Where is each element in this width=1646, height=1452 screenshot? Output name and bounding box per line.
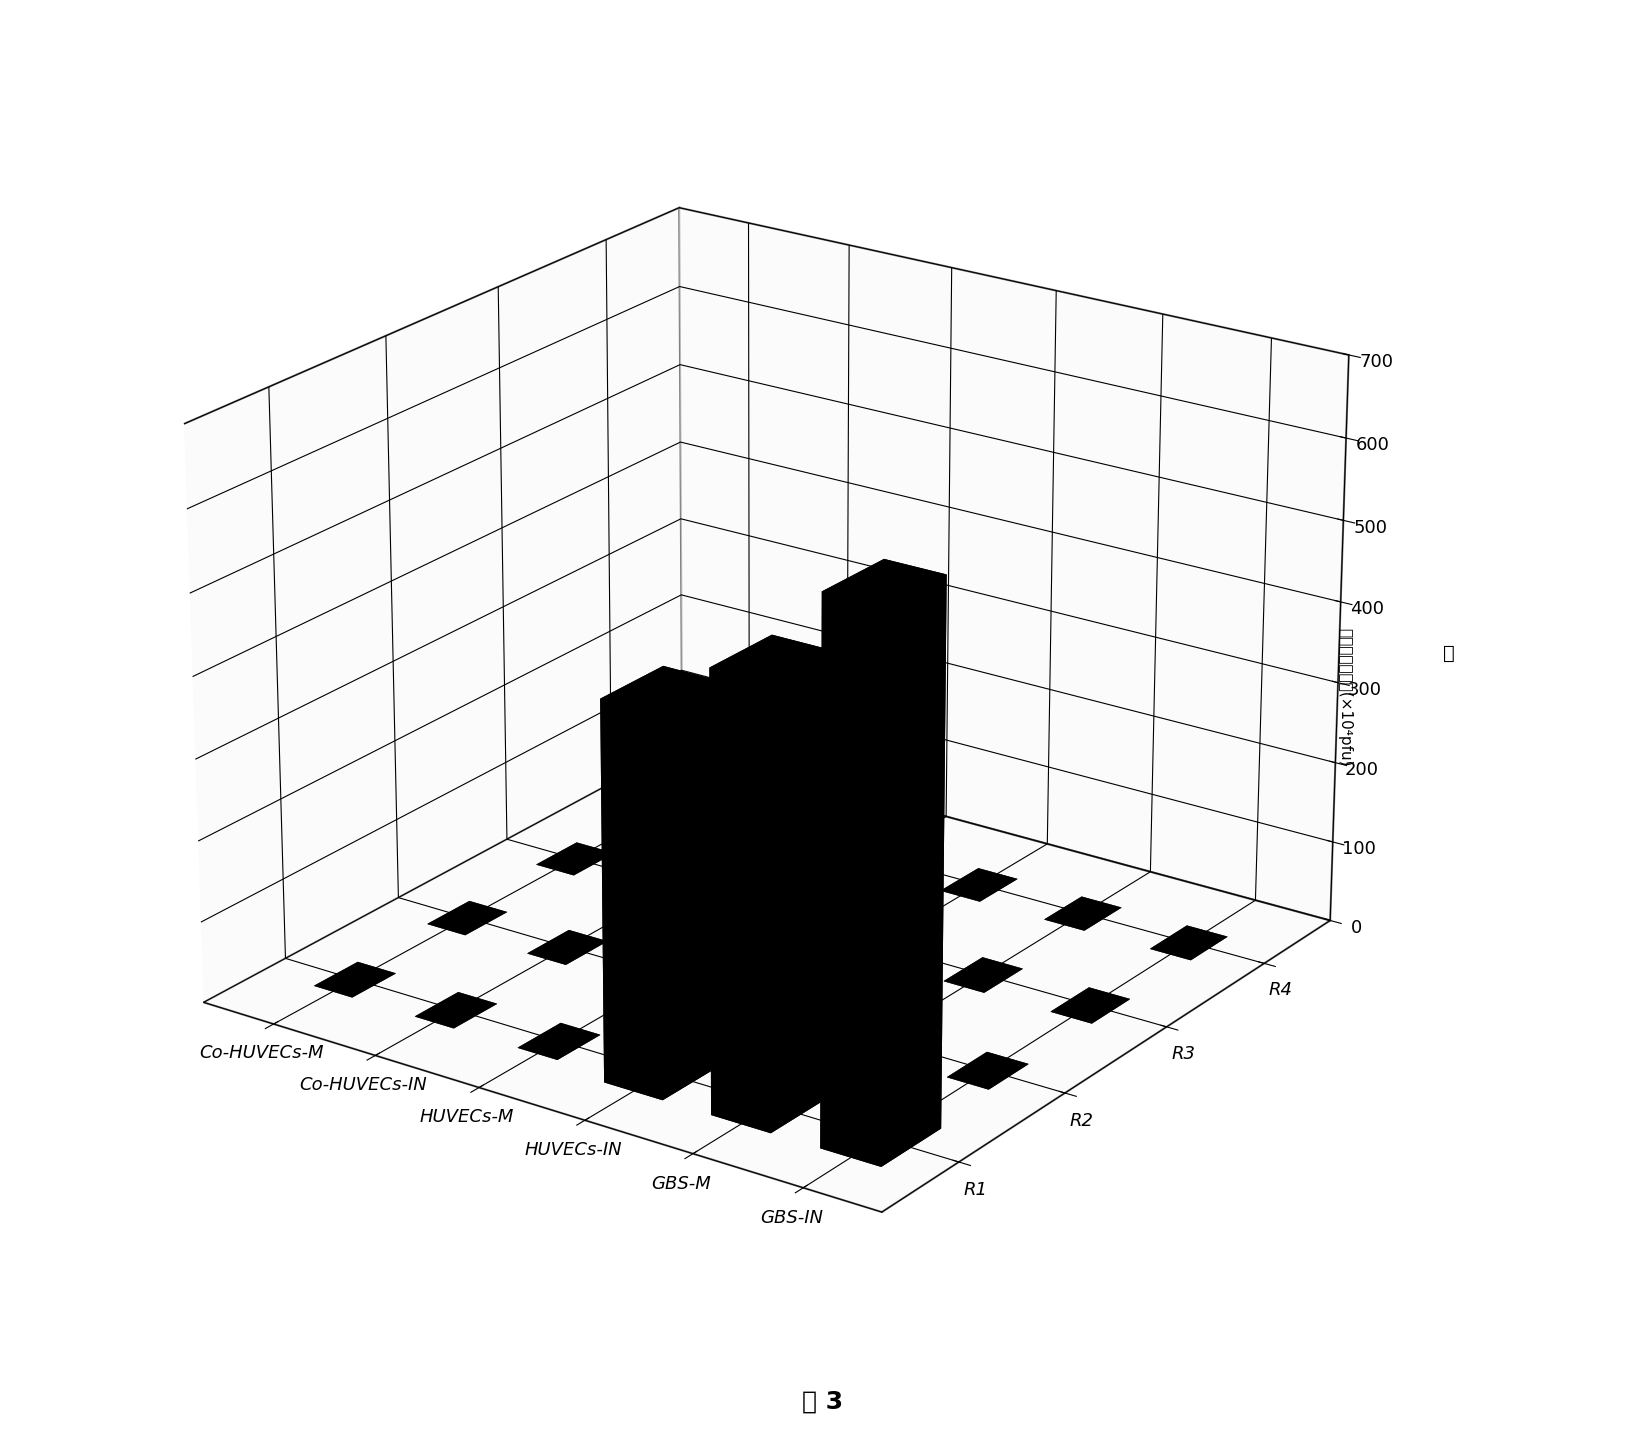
Text: 回: 回: [1442, 643, 1455, 664]
Text: 回收噬菌体浓度(×10⁴pfu): 回收噬菌体浓度(×10⁴pfu): [1338, 627, 1353, 767]
Text: 图 3: 图 3: [803, 1390, 843, 1413]
